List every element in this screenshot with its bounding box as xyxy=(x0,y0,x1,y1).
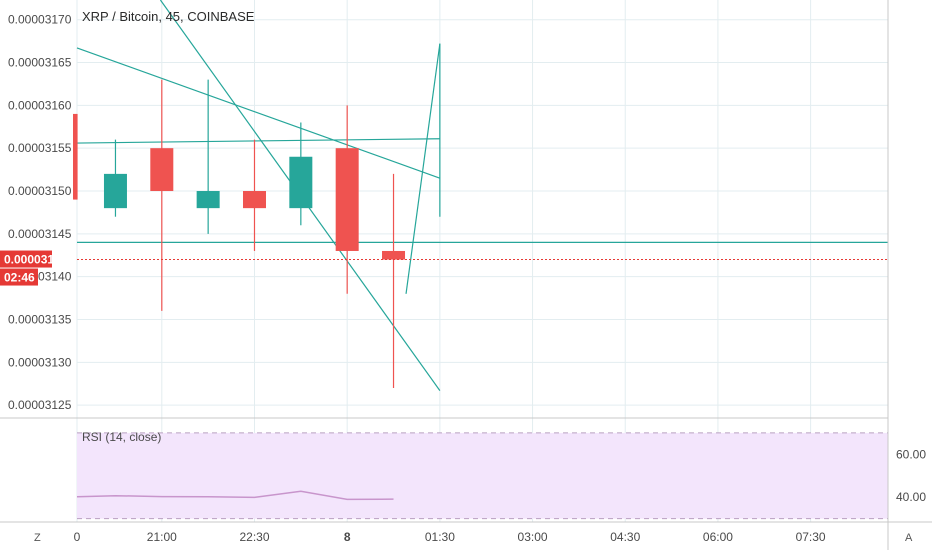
auto-scale-button-label: A xyxy=(905,532,913,544)
price-tick-label: 0.00003160 xyxy=(8,98,72,112)
candle-body xyxy=(150,148,174,192)
candles[interactable] xyxy=(73,79,406,389)
candle[interactable] xyxy=(103,139,127,217)
candle-body xyxy=(103,173,127,209)
candle[interactable] xyxy=(335,105,359,294)
candle-body xyxy=(335,148,359,251)
candle-body xyxy=(242,191,266,209)
candle[interactable] xyxy=(289,122,313,226)
time-tick-label: 07:30 xyxy=(796,530,826,544)
auto-scale-button[interactable]: A xyxy=(905,532,913,544)
rsi-band xyxy=(77,432,888,519)
rsi-line[interactable] xyxy=(76,490,394,501)
time-tick-label: 22:30 xyxy=(239,530,269,544)
countdown-tag-bg xyxy=(0,268,38,286)
rsi-tick-label: 40.00 xyxy=(896,490,926,504)
price-tick-label: 0.00003165 xyxy=(8,56,72,70)
rsi-axis[interactable]: 60.00 40.00 xyxy=(896,447,926,504)
rsi-title: RSI (14, close) xyxy=(82,430,161,444)
time-axis[interactable]: 0 21:00 22:30 8 01:30 03:00 04:30 06:00 07:30 xyxy=(74,530,826,544)
price-tick-label: 0.00003170 xyxy=(8,13,72,27)
candle[interactable] xyxy=(196,79,220,234)
price-tick-label: 0.00003145 xyxy=(8,227,72,241)
trend-line[interactable] xyxy=(76,138,440,144)
rsi-tick-label: 60.00 xyxy=(896,447,926,461)
candle-body xyxy=(289,156,313,209)
candle-body xyxy=(382,250,406,260)
time-tick-label: 8 xyxy=(344,530,351,544)
price-tick-label: 0.00003125 xyxy=(8,398,72,412)
price-tick-label: 0.00003155 xyxy=(8,141,72,155)
candle-body xyxy=(73,113,77,200)
candle[interactable] xyxy=(73,113,78,200)
price-tick-label: 0.00003130 xyxy=(8,355,72,369)
current-price-tag-bg xyxy=(0,250,52,268)
trend-line[interactable] xyxy=(76,47,441,179)
time-tick-label: 01:30 xyxy=(425,530,455,544)
zoom-button[interactable]: Z xyxy=(34,532,41,544)
price-tick-label: 0.00003150 xyxy=(8,184,72,198)
candle[interactable] xyxy=(150,79,174,311)
zoom-button-label: Z xyxy=(34,532,41,544)
countdown-label: 02:46 xyxy=(4,271,35,285)
trend-line[interactable] xyxy=(405,43,441,294)
time-tick-label: 21:00 xyxy=(147,530,177,544)
price-axis[interactable]: 0.00003170 0.00003165 0.00003160 0.00003155… xyxy=(8,13,72,412)
candle-body xyxy=(196,191,220,209)
rsi-pane[interactable] xyxy=(76,432,888,520)
chart-title: XRP / Bitcoin, 45, COINBASE xyxy=(82,9,255,24)
candle[interactable] xyxy=(382,173,406,389)
time-tick-label: 06:00 xyxy=(703,530,733,544)
current-price-tag: 0.00003142 02:46 xyxy=(0,250,68,286)
time-tick-label: 04:30 xyxy=(610,530,640,544)
price-tick-label: 0.00003135 xyxy=(8,312,72,326)
candle[interactable] xyxy=(242,139,266,251)
current-price-label: 0.00003142 xyxy=(4,253,68,267)
time-tick-label: 03:00 xyxy=(518,530,548,544)
time-tick-label: 0 xyxy=(74,530,81,544)
